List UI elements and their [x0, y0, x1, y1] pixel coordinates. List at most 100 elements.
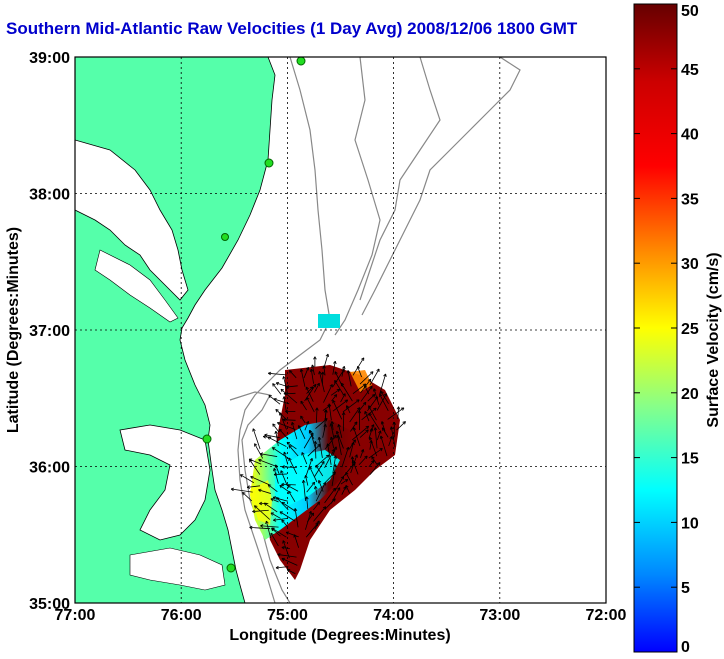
- velocity-arrow: [303, 367, 309, 379]
- x-tick-label: 75:00: [267, 607, 308, 624]
- velocity-arrow-head: [306, 496, 309, 500]
- velocity-arrow: [240, 474, 255, 484]
- velocity-arrow: [311, 364, 315, 376]
- velocity-arrow-head: [358, 410, 362, 414]
- velocity-arrow-head: [352, 439, 356, 442]
- velocity-arrow: [357, 366, 363, 378]
- velocity-arrow: [273, 398, 290, 405]
- velocity-arrow: [306, 397, 315, 413]
- velocity-arrow-head: [250, 476, 253, 480]
- velocity-arrow-head: [288, 445, 290, 449]
- colorbar-tick-label: 5: [681, 580, 690, 597]
- y-tick-label: 38:00: [29, 187, 70, 204]
- velocity-arrow-head: [369, 428, 373, 431]
- velocity-arrow: [283, 376, 288, 393]
- velocity-arrow-head: [294, 534, 297, 537]
- velocity-arrow-head: [328, 403, 332, 407]
- velocity-arrow: [368, 428, 373, 439]
- velocity-arrow-head: [369, 385, 373, 388]
- velocity-arrow-head: [343, 412, 346, 416]
- velocity-arrow-head: [366, 455, 368, 460]
- velocity-arrow-head: [342, 393, 346, 396]
- velocity-arrow-head: [345, 484, 349, 488]
- velocity-arrow: [270, 532, 279, 547]
- velocity-arrow: [306, 496, 309, 510]
- velocity-arrow-head: [370, 371, 374, 373]
- velocity-arrow-head: [389, 426, 392, 430]
- velocity-arrow: [291, 422, 298, 440]
- velocity-arrow-head: [275, 408, 279, 411]
- velocity-arrow-head: [329, 423, 332, 427]
- velocity-arrow: [279, 412, 287, 430]
- velocity-arrow: [358, 402, 367, 412]
- velocity-arrow-head: [314, 356, 317, 360]
- x-tick-label: 72:00: [586, 607, 627, 624]
- velocity-arrow-head: [289, 370, 291, 374]
- velocity-arrow-head: [379, 393, 383, 397]
- velocity-arrow-head: [325, 353, 329, 357]
- velocity-arrow: [346, 405, 351, 414]
- velocity-arrow-head: [285, 409, 289, 412]
- velocity-arrow: [271, 527, 287, 538]
- velocity-arrow-head: [364, 411, 368, 414]
- velocity-arrow-head: [357, 366, 361, 369]
- velocity-arrow-head: [281, 558, 285, 562]
- velocity-arrow: [349, 442, 354, 458]
- velocity-arrow: [294, 508, 299, 528]
- velocity-arrow-head: [380, 435, 384, 439]
- velocity-arrow-head: [353, 442, 355, 446]
- velocity-arrow-head: [311, 458, 314, 462]
- velocity-arrow-head: [372, 388, 375, 392]
- velocity-arrow: [352, 459, 359, 475]
- velocity-arrow-head: [357, 399, 360, 403]
- velocity-arrow-head: [312, 383, 317, 387]
- velocity-arrow: [300, 415, 306, 424]
- velocity-arrow-head: [325, 409, 328, 413]
- velocity-arrow-head: [327, 443, 330, 447]
- velocity-arrow-head: [321, 461, 325, 464]
- velocity-arrow-head: [270, 498, 274, 502]
- velocity-arrow-head: [322, 365, 325, 369]
- velocity-arrow-head: [309, 457, 313, 461]
- velocity-arrow: [281, 519, 289, 528]
- velocity-arrow-head: [371, 460, 375, 462]
- velocity-arrow-head: [267, 436, 270, 440]
- velocity-arrow-head: [270, 512, 273, 516]
- velocity-arrow-head: [281, 519, 285, 522]
- velocity-arrow-head: [309, 386, 313, 389]
- velocity-arrow-head: [383, 393, 387, 396]
- velocity-arrow-head: [380, 421, 383, 425]
- velocity-arrow: [288, 457, 298, 475]
- velocity-arrow-head: [271, 527, 274, 531]
- velocity-arrow-head: [260, 525, 264, 528]
- velocity-arrow-head: [341, 412, 345, 416]
- velocity-arrow-head: [336, 435, 339, 439]
- y-tick-label: 36:00: [29, 460, 70, 477]
- velocity-arrow: [381, 421, 386, 432]
- velocity-arrow: [324, 487, 336, 504]
- velocity-arrow: [332, 446, 337, 457]
- velocity-arrow-head: [334, 380, 338, 383]
- velocity-arrow: [315, 464, 324, 477]
- velocity-arrow-head: [324, 409, 327, 413]
- velocity-arrow-head: [323, 424, 326, 427]
- velocity-arrow-head: [306, 397, 310, 400]
- velocity-arrow-head: [332, 400, 336, 403]
- velocity-arrow-head: [369, 436, 373, 440]
- velocity-arrow-head: [301, 452, 305, 455]
- velocity-arrow-head: [318, 480, 322, 483]
- velocity-arrow: [380, 435, 388, 457]
- velocity-arrow-head: [354, 462, 356, 466]
- velocity-arrow-head: [287, 485, 290, 489]
- velocity-arrow: [341, 447, 349, 468]
- velocity-arrow-head: [309, 466, 313, 469]
- velocity-arrow-head: [333, 434, 337, 437]
- velocity-arrow: [305, 458, 313, 477]
- velocity-arrow-head: [282, 396, 285, 400]
- velocity-arrow: [374, 427, 378, 449]
- velocity-arrow-head: [264, 434, 268, 437]
- velocity-arrow: [258, 489, 271, 494]
- velocity-arrow-head: [230, 488, 234, 492]
- velocity-arrow-head: [322, 506, 326, 509]
- velocity-arrow: [305, 386, 314, 402]
